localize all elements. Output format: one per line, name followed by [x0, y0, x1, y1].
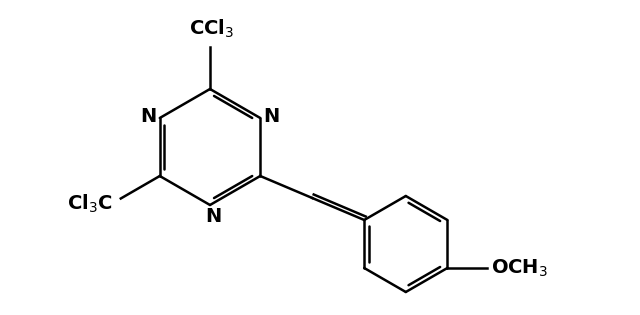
Text: OCH$_3$: OCH$_3$: [492, 257, 548, 279]
Text: N: N: [141, 106, 157, 125]
Text: CCl$_3$: CCl$_3$: [189, 18, 234, 40]
Text: N: N: [205, 208, 221, 226]
Text: N: N: [263, 106, 279, 125]
Text: Cl$_3$C: Cl$_3$C: [67, 192, 113, 215]
